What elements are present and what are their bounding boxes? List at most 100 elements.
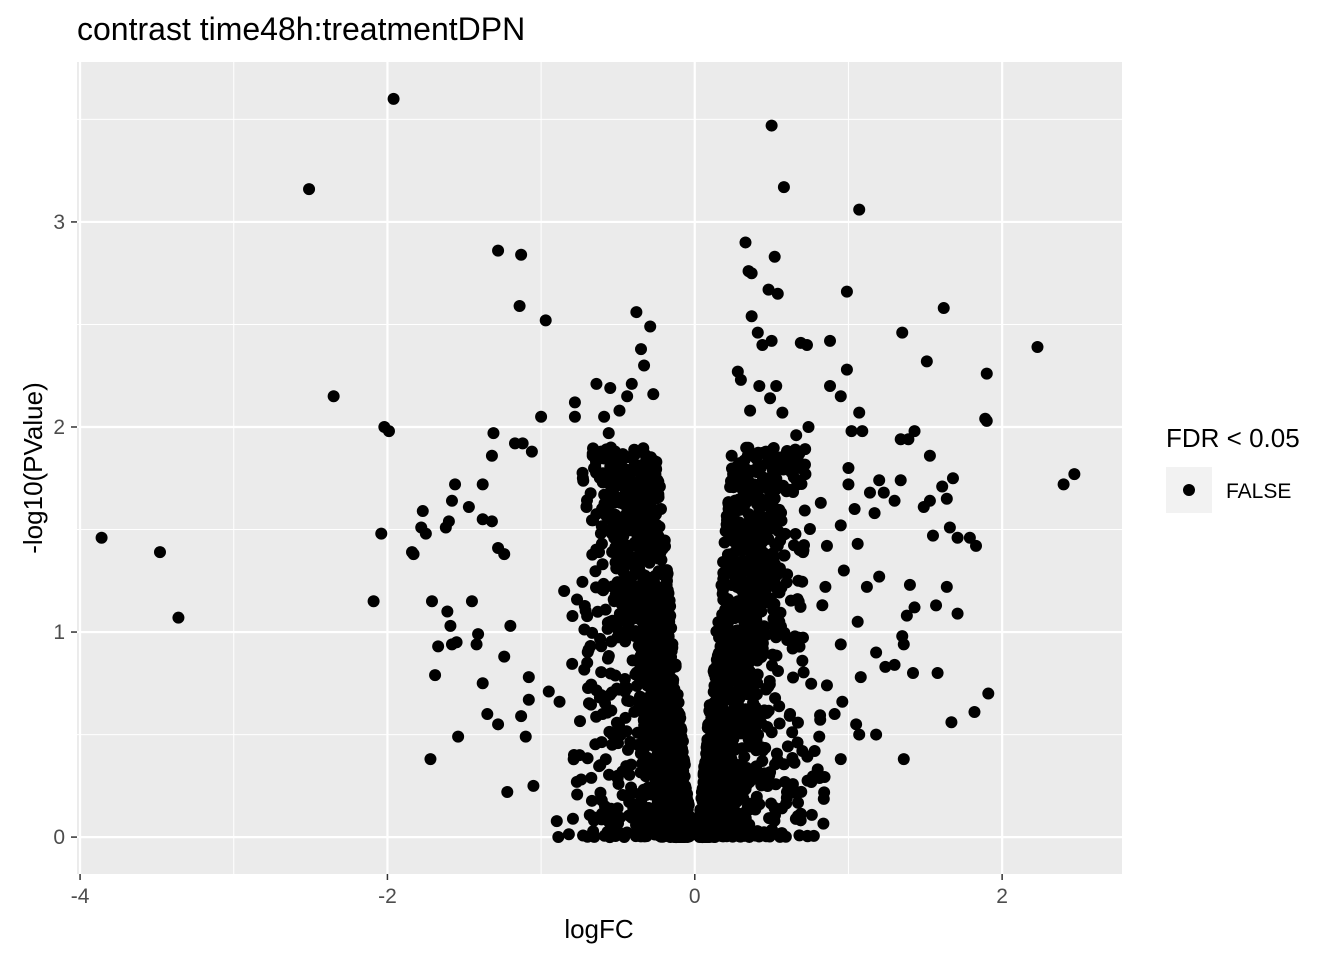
data-point xyxy=(387,92,400,105)
data-point xyxy=(599,753,612,766)
data-point xyxy=(598,410,611,423)
data-point xyxy=(575,773,588,786)
data-point xyxy=(450,636,463,649)
data-point xyxy=(743,803,756,816)
data-point xyxy=(771,568,784,581)
data-point xyxy=(744,824,757,837)
data-point xyxy=(834,519,847,532)
data-point xyxy=(571,788,584,801)
data-point xyxy=(790,429,803,442)
x-tick-label: 2 xyxy=(996,885,1008,908)
data-point xyxy=(780,791,793,804)
data-point xyxy=(796,654,809,667)
data-point xyxy=(639,767,652,780)
data-point xyxy=(779,460,792,473)
data-point xyxy=(581,752,594,765)
data-point xyxy=(793,829,806,842)
data-point xyxy=(416,505,429,518)
data-point xyxy=(720,608,733,621)
data-point xyxy=(470,638,483,651)
data-point xyxy=(850,718,863,731)
data-point xyxy=(834,390,847,403)
data-point xyxy=(747,706,760,719)
data-point xyxy=(587,514,600,527)
data-point xyxy=(694,804,707,817)
data-point xyxy=(627,555,640,568)
data-point xyxy=(717,732,730,745)
data-point xyxy=(629,798,642,811)
data-point xyxy=(472,628,485,641)
data-point xyxy=(818,770,831,783)
data-point xyxy=(623,695,636,708)
data-point xyxy=(798,504,811,517)
data-point xyxy=(856,425,869,438)
data-point xyxy=(419,527,432,540)
data-point xyxy=(449,478,462,491)
data-point xyxy=(485,449,498,462)
data-point xyxy=(462,500,475,513)
data-point xyxy=(595,666,608,679)
data-point xyxy=(900,609,913,622)
legend: FDR < 0.05 FALSE xyxy=(1166,423,1300,513)
data-point xyxy=(590,710,603,723)
data-point xyxy=(589,738,602,751)
data-point xyxy=(582,681,595,694)
data-point xyxy=(578,663,591,676)
y-tick-label: 1 xyxy=(53,621,65,644)
data-point xyxy=(842,478,855,491)
data-point xyxy=(760,511,773,524)
x-axis-ticks: -4 -2 0 2 xyxy=(71,874,1008,908)
data-point xyxy=(658,812,671,825)
data-point xyxy=(630,591,643,604)
data-point xyxy=(817,792,830,805)
data-point xyxy=(590,377,603,390)
data-point xyxy=(742,508,755,521)
data-point xyxy=(625,781,638,794)
data-point xyxy=(642,702,655,715)
data-point xyxy=(739,783,752,796)
data-point xyxy=(798,458,811,471)
data-point xyxy=(639,504,652,517)
data-point xyxy=(737,470,750,483)
data-point xyxy=(643,556,656,569)
data-point xyxy=(800,338,813,351)
data-point xyxy=(736,604,749,617)
data-point xyxy=(814,496,827,509)
data-point xyxy=(760,457,773,470)
data-point xyxy=(851,615,864,628)
data-point xyxy=(716,627,729,640)
data-point xyxy=(842,462,855,474)
data-point xyxy=(695,815,708,828)
data-point xyxy=(594,527,607,540)
data-point xyxy=(1057,478,1070,491)
data-point xyxy=(654,604,667,617)
data-point xyxy=(740,638,753,651)
legend-key-point xyxy=(1183,484,1195,496)
data-point xyxy=(652,681,665,694)
data-point xyxy=(760,447,773,460)
data-point xyxy=(632,565,645,578)
data-point xyxy=(625,377,638,390)
data-point xyxy=(816,599,829,612)
data-point xyxy=(834,753,847,766)
data-point xyxy=(770,379,783,392)
data-point xyxy=(791,736,804,749)
data-point xyxy=(768,492,781,505)
data-point xyxy=(606,466,619,479)
data-point xyxy=(638,740,651,753)
data-point xyxy=(758,767,771,780)
data-point xyxy=(568,410,581,423)
data-point xyxy=(739,236,752,249)
data-point xyxy=(710,724,723,737)
data-point xyxy=(725,449,738,462)
data-point xyxy=(630,306,643,319)
data-point xyxy=(773,717,786,730)
data-point xyxy=(943,521,956,534)
data-point xyxy=(755,716,768,729)
data-point xyxy=(603,725,616,738)
data-point xyxy=(619,635,632,648)
data-point xyxy=(848,503,861,516)
data-point xyxy=(375,527,388,540)
data-point xyxy=(444,619,457,632)
